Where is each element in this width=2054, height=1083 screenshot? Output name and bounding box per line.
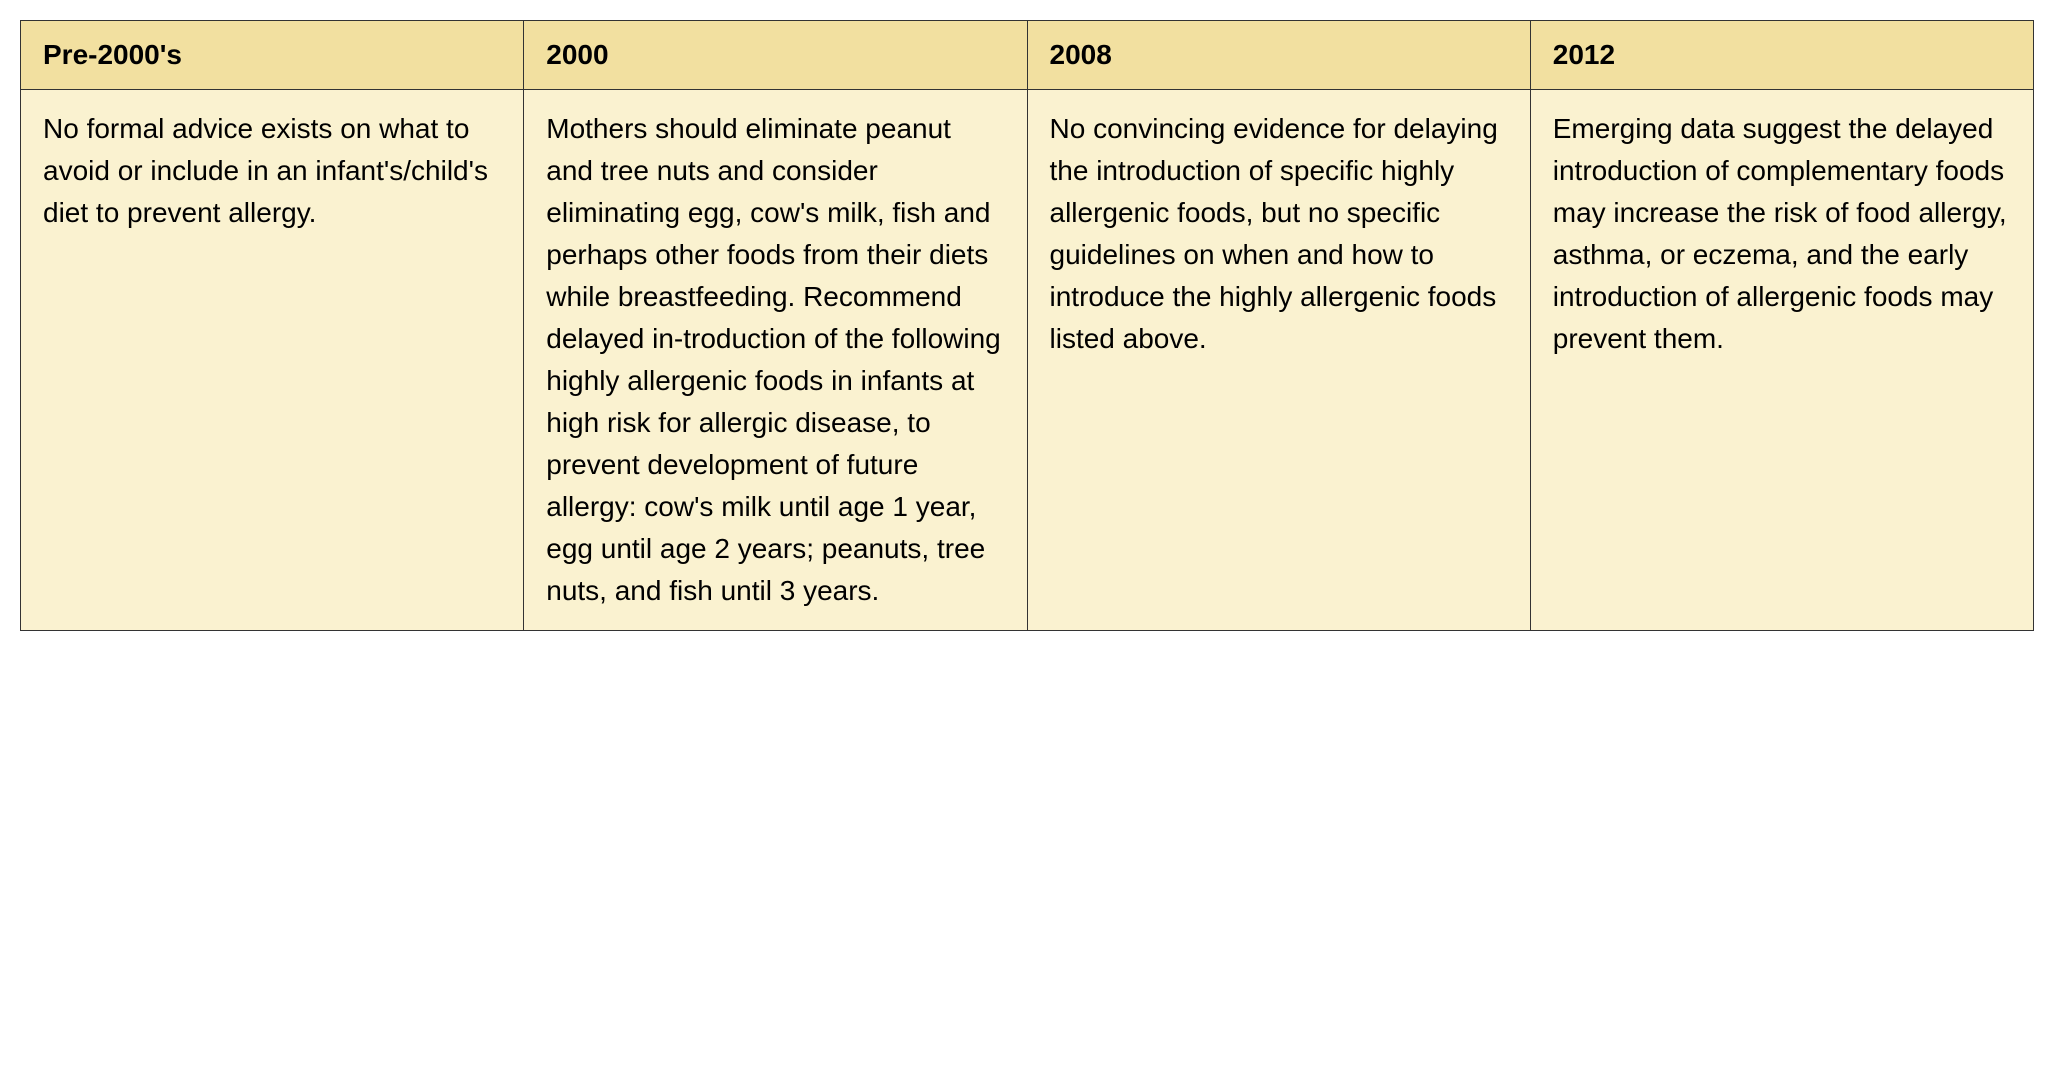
table-body: No formal advice exists on what to avoid…	[21, 90, 2034, 631]
table-row: No formal advice exists on what to avoid…	[21, 90, 2034, 631]
column-header-2012: 2012	[1530, 21, 2033, 90]
allergy-guidelines-table: Pre-2000's 2000 2008 2012 No formal advi…	[20, 20, 2034, 631]
cell-2012: Emerging data suggest the delayed introd…	[1530, 90, 2033, 631]
table-header: Pre-2000's 2000 2008 2012	[21, 21, 2034, 90]
table-container: Pre-2000's 2000 2008 2012 No formal advi…	[20, 20, 2034, 631]
table-header-row: Pre-2000's 2000 2008 2012	[21, 21, 2034, 90]
cell-2008: No convincing evidence for delaying the …	[1027, 90, 1530, 631]
column-header-pre2000: Pre-2000's	[21, 21, 524, 90]
cell-2000: Mothers should eliminate peanut and tree…	[524, 90, 1027, 631]
column-header-2008: 2008	[1027, 21, 1530, 90]
column-header-2000: 2000	[524, 21, 1027, 90]
cell-pre2000: No formal advice exists on what to avoid…	[21, 90, 524, 631]
